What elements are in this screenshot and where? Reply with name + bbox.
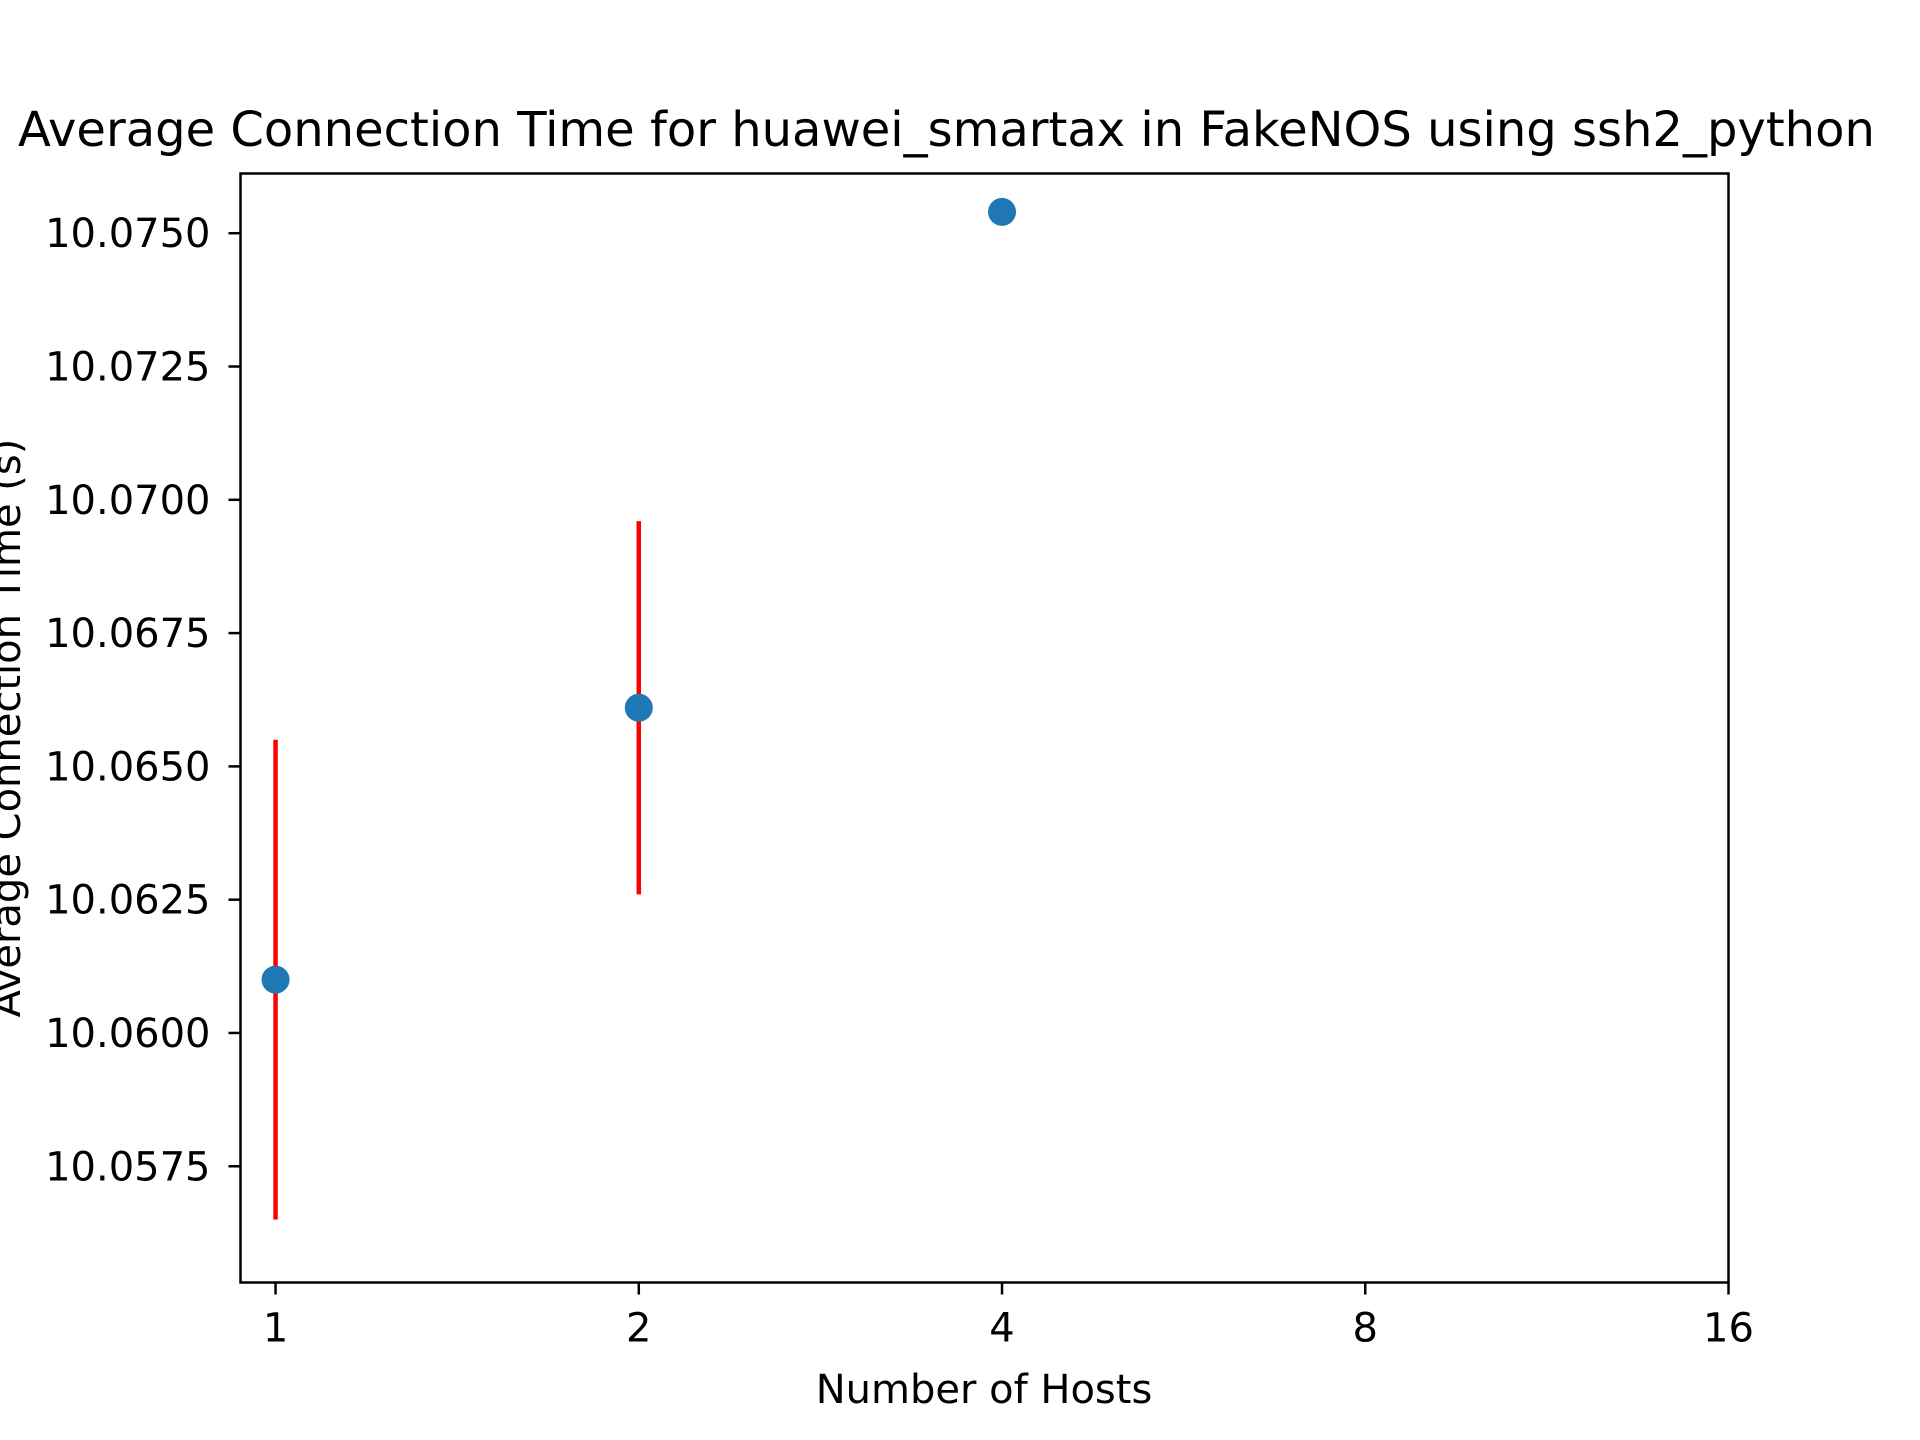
axes-frame [239, 172, 1730, 1284]
y-tick-label: 10.0575 [45, 1144, 210, 1190]
y-tick-label: 10.0675 [45, 611, 210, 657]
y-tick-label: 10.0600 [45, 1011, 210, 1057]
y-tick-label: 10.0725 [45, 345, 210, 391]
x-tick-label: 1 [263, 1306, 288, 1352]
tick-layer: 1 2 4 8 16 10.0575 10.0600 10.0625 10.0650 10.067… [45, 211, 1754, 1351]
x-tick-label: 2 [626, 1306, 651, 1352]
y-tick-label: 10.0700 [45, 478, 210, 524]
x-axis-label: Number of Hosts [816, 1367, 1153, 1413]
y-tick-label: 10.0750 [45, 211, 210, 257]
y-axis-label: Average Connection Time (s) [0, 439, 30, 1018]
x-tick-label: 16 [1703, 1306, 1754, 1352]
data-point-3 [988, 197, 1017, 226]
data-point-1 [261, 965, 290, 994]
x-tick-label: 8 [1353, 1306, 1378, 1352]
x-tick-label: 4 [989, 1306, 1014, 1352]
y-tick-label: 10.0625 [45, 878, 210, 924]
y-tick-label: 10.0650 [45, 744, 210, 790]
data-point-2 [624, 693, 653, 722]
plot-area [261, 197, 1017, 1220]
chart-title: Average Connection Time for huawei_smart… [18, 102, 1875, 158]
